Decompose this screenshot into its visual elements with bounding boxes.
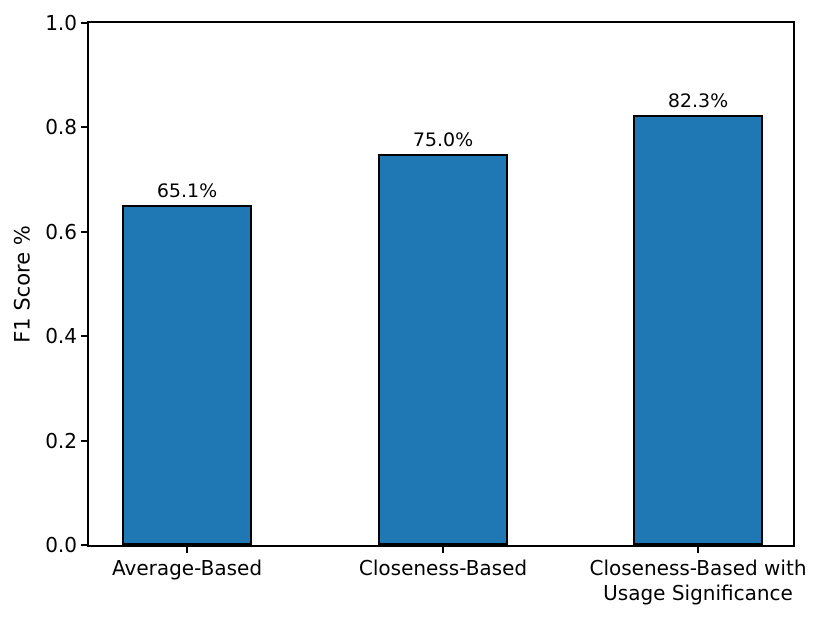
y-tick-mark [81,126,89,129]
y-tick-label: 0.0 [45,533,77,557]
y-tick-label: 0.8 [45,115,77,140]
y-tick-mark [81,230,89,233]
y-axis-label: F1 Score % [10,225,35,343]
y-tick-label: 0.4 [45,324,77,349]
bar-1 [122,205,252,545]
x-tick-label: Closeness-Based [358,556,528,580]
y-tick-mark [81,22,89,24]
y-tick-label: 1.0 [45,11,77,35]
y-tick-label: 0.2 [45,428,77,453]
x-tick-label: Average-Based [111,556,263,580]
plot-area: 0.0 0.2 0.4 0.6 0.8 1.0 65.1% 75.0% 82.3% Avera… [45,13,806,605]
x-tick-label: Closeness-Based with Usage Significance [589,556,807,605]
bar-3 [633,115,763,545]
bar-value-label: 82.3% [667,90,729,113]
y-tick-label: 0.6 [45,219,77,244]
y-tick-mark [81,544,89,546]
x-tick-mark [697,545,699,553]
bar-2 [378,153,508,545]
y-tick-mark [81,335,89,338]
y-tick-mark [81,439,89,442]
bar-value-label: 65.1% [156,180,218,203]
plot-inner: 0.0 0.2 0.4 0.6 0.8 1.0 65.1% 75.0% 82.3% Avera… [45,13,806,605]
x-tick-mark [442,545,444,553]
bar-value-label: 75.0% [412,128,474,151]
x-tick-mark [186,545,188,553]
